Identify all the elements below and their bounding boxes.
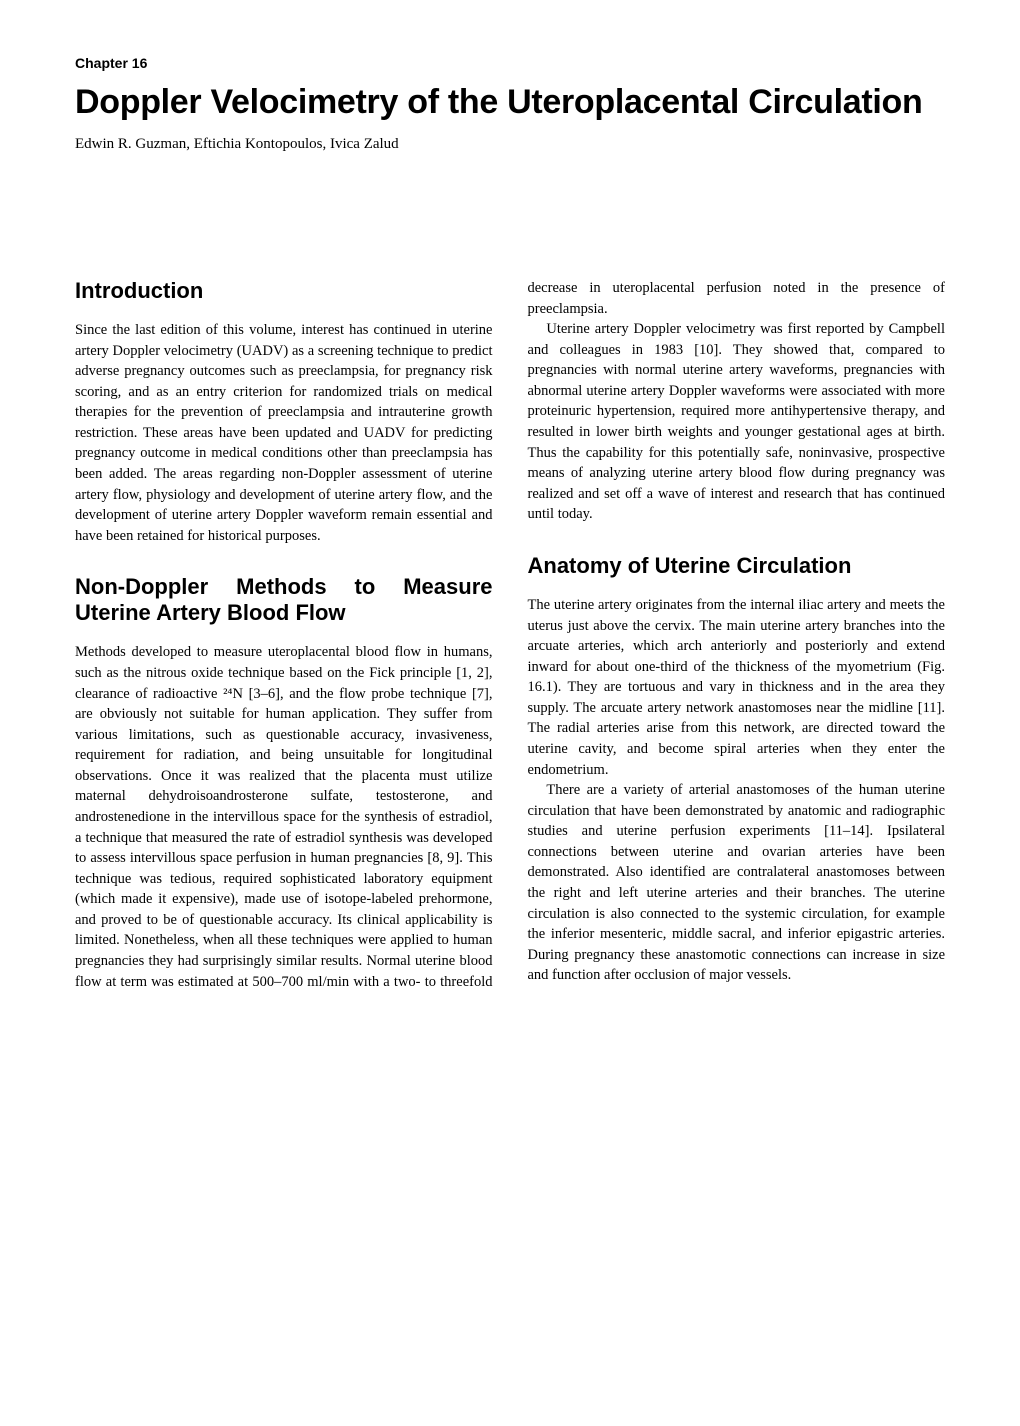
paragraph: The uterine artery originates from the i… (528, 595, 946, 780)
paragraph: There are a variety of arterial anastomo… (528, 780, 946, 986)
paragraph: Uterine artery Doppler velocimetry was f… (528, 319, 946, 525)
section-heading: Anatomy of Uterine Circulation (528, 553, 946, 579)
section-heading: Non-Doppler Methods to Measure Uterine A… (75, 574, 493, 626)
paragraph: Since the last edition of this volume, i… (75, 320, 493, 546)
section-anatomy: Anatomy of Uterine Circulation The uteri… (528, 553, 946, 986)
chapter-header: Chapter 16 Doppler Velocimetry of the Ut… (75, 55, 945, 153)
section-introduction: Introduction Since the last edition of t… (75, 278, 493, 546)
chapter-label: Chapter 16 (75, 55, 945, 71)
chapter-authors: Edwin R. Guzman, Eftichia Kontopoulos, I… (75, 136, 945, 153)
content-columns: Introduction Since the last edition of t… (75, 278, 945, 992)
chapter-title: Doppler Velocimetry of the Uteroplacenta… (75, 83, 945, 122)
section-heading: Introduction (75, 278, 493, 304)
